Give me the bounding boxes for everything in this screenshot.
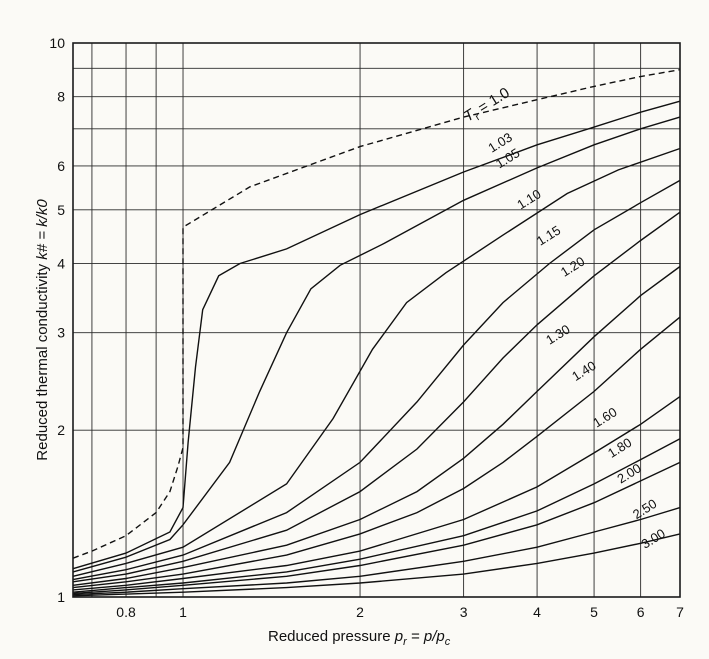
x-tick-label: 3 — [460, 604, 468, 620]
y-tick-label: 1 — [57, 589, 65, 605]
curve-tr-2.50 — [72, 506, 681, 596]
curve-tr-1.05 — [72, 116, 681, 573]
x-tick-label: 1 — [179, 604, 187, 620]
curve-tr-1.30 — [72, 265, 681, 586]
curves — [72, 69, 681, 597]
y-axis-label: Reduced thermal conductivity k# = k/k0 — [34, 199, 51, 461]
y-tick-label: 4 — [57, 255, 65, 271]
x-tick-label: 7 — [676, 604, 684, 620]
y-tick-label: 6 — [57, 158, 65, 174]
curve-tr-1.60 — [72, 396, 681, 591]
plot-frame — [72, 42, 681, 598]
y-tick-label: 2 — [57, 422, 65, 438]
curve-tr-1.03 — [72, 100, 681, 570]
x-axis-label: Reduced pressure pr = p/pc — [268, 628, 451, 648]
curve-tr-3.00 — [72, 533, 681, 597]
y-tick-label: 8 — [57, 89, 65, 105]
y-tick-label: 10 — [49, 35, 65, 51]
curve-tr-1.10 — [72, 147, 681, 577]
curve-tr-1.0 — [72, 69, 681, 559]
y-tick-label: 3 — [57, 325, 65, 341]
curve-tr-1.20 — [72, 211, 681, 583]
curve-tr-1.15 — [72, 179, 681, 581]
x-tick-label: 5 — [590, 604, 598, 620]
x-tick-label: 0.8 — [116, 604, 136, 620]
tick-labels: 0.8 1 2 3 4 5 6 7 1 2 3 4 5 6 8 10 — [49, 35, 684, 620]
curve-tr-1.80 — [72, 438, 681, 593]
curve-tr-2.00 — [72, 461, 681, 595]
x-tick-label: 4 — [533, 604, 541, 620]
curve-tr-1.40 — [72, 316, 681, 589]
y-tick-label: 5 — [57, 202, 65, 218]
x-tick-label: 6 — [637, 604, 645, 620]
x-tick-label: 2 — [356, 604, 364, 620]
